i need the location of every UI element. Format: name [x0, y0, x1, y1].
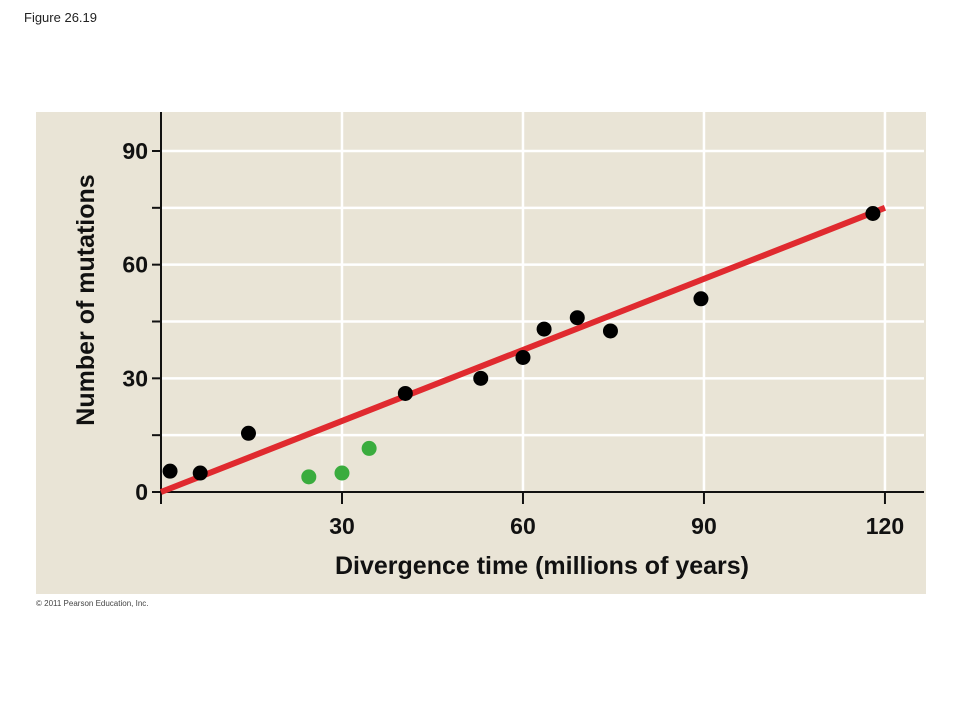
data-point-green [361, 440, 377, 456]
trendline-group [159, 205, 887, 495]
data-point-black [569, 310, 585, 326]
data-point-black [865, 206, 881, 222]
copyright-notice: © 2011 Pearson Education, Inc. [36, 599, 149, 608]
data-point-black [192, 465, 208, 481]
data-point-black [536, 321, 552, 337]
data-points [162, 206, 881, 485]
gridlines [161, 112, 924, 492]
x-tick-label: 90 [691, 513, 717, 539]
data-point-black [693, 291, 709, 307]
data-point-green [334, 465, 350, 481]
y-tick-label: 0 [135, 479, 148, 505]
data-point-black [397, 385, 413, 401]
y-axis-label: Number of mutations [72, 174, 100, 425]
data-point-black [602, 323, 618, 339]
x-tick-label: 30 [329, 513, 355, 539]
axes [152, 112, 924, 504]
data-point-green [301, 469, 317, 485]
data-point-black [162, 463, 178, 479]
data-point-black [240, 425, 256, 441]
data-point-black [515, 349, 531, 365]
figure-label: Figure 26.19 [24, 10, 97, 25]
trendline [159, 205, 887, 495]
x-tick-label: 60 [510, 513, 536, 539]
data-point-black [473, 370, 489, 386]
x-tick-label: 120 [866, 513, 904, 539]
y-tick-label: 30 [122, 365, 148, 391]
y-tick-label: 90 [122, 138, 148, 164]
x-axis-label: Divergence time (millions of years) [335, 552, 749, 580]
tick-labels: 0 30 60 90 30 60 90 120 [122, 138, 904, 539]
chart-panel-background [36, 112, 926, 594]
y-tick-label: 60 [122, 252, 148, 278]
